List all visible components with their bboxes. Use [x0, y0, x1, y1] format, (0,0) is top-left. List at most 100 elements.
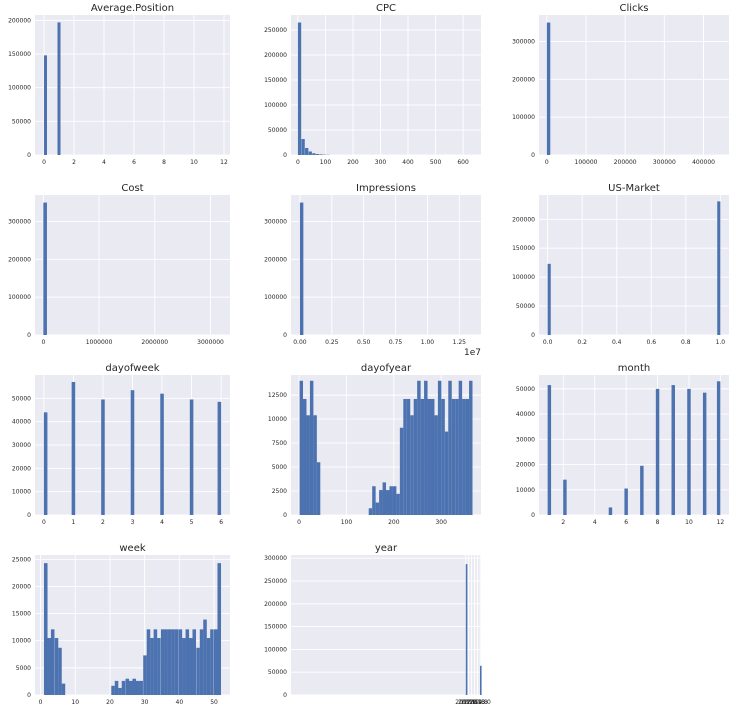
histogram-bar	[382, 482, 387, 515]
histogram-bar	[430, 398, 435, 515]
histogram-bar	[717, 201, 721, 335]
histogram-bar	[121, 680, 126, 695]
y-tick-label: 0	[283, 692, 287, 699]
x-tick-label: 0	[42, 159, 46, 166]
y-tick-label: 100000	[264, 294, 287, 301]
plot-area	[35, 195, 230, 335]
x-tick-label: 400	[402, 159, 414, 166]
x-tick-label: 0.25	[325, 339, 339, 346]
histogram-bar	[547, 263, 551, 335]
y-tick-label: 0	[27, 332, 31, 339]
histogram-bar	[199, 629, 204, 695]
histogram-bar	[316, 462, 321, 515]
y-tick-label: 50000	[12, 118, 31, 125]
histogram-bar	[196, 647, 200, 695]
histogram-bar	[420, 398, 425, 515]
x-tick-label: 2012.4	[461, 699, 482, 706]
histogram-bar	[164, 629, 168, 695]
x-tick-label: 2013.0	[470, 699, 491, 706]
chart-title: dayofyear	[361, 363, 412, 374]
histogram-bar	[406, 398, 411, 515]
chart-title: US-Market	[608, 183, 660, 194]
histogram-bar	[424, 380, 428, 515]
histogram-bar	[146, 629, 151, 695]
x-tick-label: 0.0	[543, 339, 553, 346]
y-tick-label: 20000	[12, 583, 31, 590]
chart-panel: CPC 0 100 200 300 400 500 600 0 50000 100000 150000…	[264, 3, 481, 166]
histogram-bar	[392, 486, 397, 515]
x-tick-label: 8	[162, 159, 166, 166]
x-tick-label: 2	[101, 519, 105, 526]
histogram-bar	[47, 638, 51, 695]
y-tick-label: 100000	[264, 646, 287, 653]
y-tick-label: 7500	[272, 440, 287, 447]
chart-title: Clicks	[619, 3, 648, 14]
x-offset-label: 1e7	[464, 348, 481, 358]
y-tick-label: 300000	[512, 38, 535, 45]
y-tick-label: 150000	[512, 245, 535, 252]
histogram-bar	[305, 148, 309, 155]
histogram-bar	[455, 398, 459, 515]
histogram-bar	[655, 388, 660, 515]
histogram-bar	[43, 412, 48, 515]
x-tick-label: 2	[72, 159, 76, 166]
x-tick-label: 0.50	[357, 339, 371, 346]
x-tick-label: 0.00	[293, 339, 307, 346]
histogram-bar	[101, 399, 105, 515]
histogram-bar	[563, 479, 567, 515]
y-tick-label: 0	[531, 332, 535, 339]
x-tick-label: 0.8	[681, 339, 691, 346]
chart-title: year	[375, 543, 398, 554]
histogram-bar	[315, 154, 320, 155]
histogram-bar	[118, 687, 122, 695]
y-tick-label: 300000	[264, 218, 287, 225]
histogram-bar	[640, 465, 644, 515]
histogram-bar	[444, 431, 449, 515]
x-tick-label: 4	[102, 159, 106, 166]
y-tick-label: 20000	[12, 465, 31, 472]
chart-panel: year 2012.02012.22012.42012.62012.82013.0…	[264, 543, 491, 706]
histogram-bar	[203, 619, 207, 695]
chart-title: week	[119, 543, 145, 554]
histogram-bar	[44, 55, 47, 156]
y-tick-label: 0	[283, 512, 287, 519]
y-tick-label: 2500	[272, 488, 287, 495]
histogram-bar	[389, 486, 393, 515]
x-tick-label: 0	[296, 159, 300, 166]
histogram-bar	[182, 638, 186, 695]
histogram-bar	[160, 393, 164, 515]
plot-area	[291, 15, 481, 155]
y-tick-label: 40000	[12, 419, 31, 426]
y-tick-label: 200000	[512, 216, 535, 223]
histogram-bar	[375, 502, 380, 515]
histogram-bar	[309, 380, 314, 515]
histogram-bar	[687, 388, 691, 515]
y-tick-label: 50000	[516, 303, 535, 310]
histogram-bar	[716, 381, 721, 515]
histogram-bar	[403, 398, 407, 515]
histogram-bar	[312, 153, 316, 155]
histogram-bar	[217, 563, 222, 695]
x-tick-label: 10	[190, 159, 198, 166]
y-tick-label: 50000	[12, 395, 31, 402]
x-tick-label: 2000000	[141, 339, 168, 346]
plot-area	[539, 15, 729, 155]
x-tick-label: 200	[388, 519, 400, 526]
x-tick-label: 0.6	[646, 339, 656, 346]
y-tick-label: 150000	[8, 51, 31, 58]
histogram-bar	[386, 490, 390, 515]
histogram-bar	[417, 380, 421, 515]
x-tick-label: 2012.0	[455, 699, 476, 706]
x-tick-label: 300000	[653, 159, 676, 166]
histogram-bar	[297, 22, 302, 155]
y-tick-label: 10000	[12, 638, 31, 645]
plot-area	[291, 195, 481, 335]
x-tick-label: 0	[42, 519, 46, 526]
histogram-bar	[50, 629, 55, 695]
y-tick-label: 15000	[12, 611, 31, 618]
histogram-bar	[57, 22, 61, 156]
y-tick-label: 0	[283, 152, 287, 159]
chart-title: dayofweek	[105, 363, 159, 374]
y-tick-label: 40000	[516, 411, 535, 418]
y-tick-label: 0	[27, 512, 31, 519]
